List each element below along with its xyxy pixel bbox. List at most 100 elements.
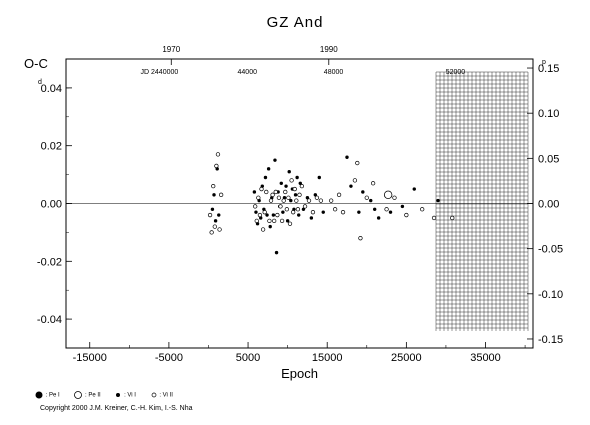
data-point xyxy=(207,212,213,218)
jd-tick-label: 52000 xyxy=(446,69,466,76)
data-point xyxy=(214,163,219,169)
y-tick-label: 0.04 xyxy=(41,83,62,95)
data-point xyxy=(210,207,215,211)
data-point xyxy=(314,195,320,200)
data-point xyxy=(209,230,214,235)
legend-label: : Vi I xyxy=(124,392,136,399)
x-axis-title: Epoch xyxy=(281,366,318,381)
data-point xyxy=(259,186,264,192)
legend-marker-open-large xyxy=(74,391,83,399)
data-point xyxy=(286,195,291,200)
data-point xyxy=(267,218,272,223)
data-point xyxy=(384,207,389,212)
data-point xyxy=(372,207,377,211)
data-point xyxy=(450,215,455,221)
data-point xyxy=(301,207,306,211)
legend-item-pe2: : Pe II xyxy=(73,390,101,400)
data-point xyxy=(376,216,381,220)
data-point xyxy=(291,210,296,215)
y-axis-title: O-C xyxy=(24,56,48,71)
y2-tick-label: 0.00 xyxy=(538,199,559,211)
legend-item-pe1: : Pe I xyxy=(34,390,60,400)
data-point xyxy=(266,167,271,171)
x-tick-label: -5000 xyxy=(155,352,183,364)
data-point xyxy=(263,175,268,180)
y-tick-label: 0.00 xyxy=(41,199,62,211)
data-point xyxy=(305,196,310,200)
data-point xyxy=(281,198,286,203)
data-point xyxy=(317,175,321,180)
y-tick-label: -0.04 xyxy=(37,314,62,326)
data-point xyxy=(345,155,349,159)
data-point xyxy=(268,224,272,229)
data-point xyxy=(302,204,308,209)
y-tick-label: 0.02 xyxy=(41,141,62,153)
data-point xyxy=(256,195,261,200)
data-point xyxy=(340,210,346,215)
data-point xyxy=(217,213,221,217)
data-point xyxy=(265,213,269,217)
data-point xyxy=(272,218,277,223)
data-point xyxy=(388,210,393,214)
data-point xyxy=(276,195,282,200)
data-point xyxy=(218,192,224,197)
jd-tick-label: 48000 xyxy=(324,69,344,76)
data-point xyxy=(306,198,312,203)
legend-label: : Pe I xyxy=(45,392,60,399)
y2-tick-label: -0.15 xyxy=(538,334,563,346)
data-point xyxy=(297,213,301,217)
data-point xyxy=(309,216,314,220)
data-point xyxy=(215,152,221,157)
data-point xyxy=(293,193,298,197)
data-point xyxy=(318,198,324,203)
data-point xyxy=(349,184,353,188)
data-point xyxy=(273,189,278,195)
data-point xyxy=(281,210,285,214)
axis-ticks xyxy=(66,59,533,349)
data-point xyxy=(253,204,258,209)
data-point xyxy=(436,198,440,203)
legend-marker-open-small xyxy=(151,392,156,398)
y-unit-label: d xyxy=(38,79,42,86)
data-points xyxy=(207,152,455,255)
data-point xyxy=(262,210,267,215)
data-point xyxy=(213,219,218,223)
x-tick-label: 25000 xyxy=(391,352,422,364)
legend: : Pe I : Pe II : Vi I : Vi II xyxy=(34,390,185,400)
data-point xyxy=(295,175,299,180)
hatched-region xyxy=(435,71,529,331)
data-point xyxy=(329,198,334,203)
data-point xyxy=(358,236,363,241)
data-point xyxy=(404,212,409,218)
data-point xyxy=(352,178,358,183)
data-point xyxy=(270,192,275,197)
data-point xyxy=(298,181,302,185)
data-point xyxy=(275,212,280,218)
data-point xyxy=(292,186,297,192)
data-point xyxy=(313,193,318,197)
data-point xyxy=(252,190,257,194)
data-point xyxy=(321,210,325,214)
year-tick-label: 1990 xyxy=(320,45,338,54)
jd-tick-label: 44000 xyxy=(238,69,258,76)
data-point xyxy=(283,189,288,195)
data-point xyxy=(289,178,294,183)
x-tick-label: 15000 xyxy=(312,352,343,364)
axis-labels: -15000 -5000 5000 15000 25000 35000 -0.04 -0.02… xyxy=(24,45,563,381)
data-point xyxy=(364,195,369,200)
data-point xyxy=(279,218,285,223)
data-point xyxy=(287,170,291,174)
data-point xyxy=(289,198,293,203)
data-point xyxy=(357,210,361,214)
data-point xyxy=(271,213,276,217)
data-point xyxy=(257,212,263,218)
data-point xyxy=(369,198,373,203)
data-point xyxy=(284,184,288,188)
data-point xyxy=(299,184,305,189)
legend-marker-filled-large xyxy=(35,391,43,399)
legend-item-vi1: : Vi I xyxy=(114,391,136,399)
data-point xyxy=(370,181,376,186)
data-point xyxy=(310,210,316,215)
data-point xyxy=(254,218,259,223)
